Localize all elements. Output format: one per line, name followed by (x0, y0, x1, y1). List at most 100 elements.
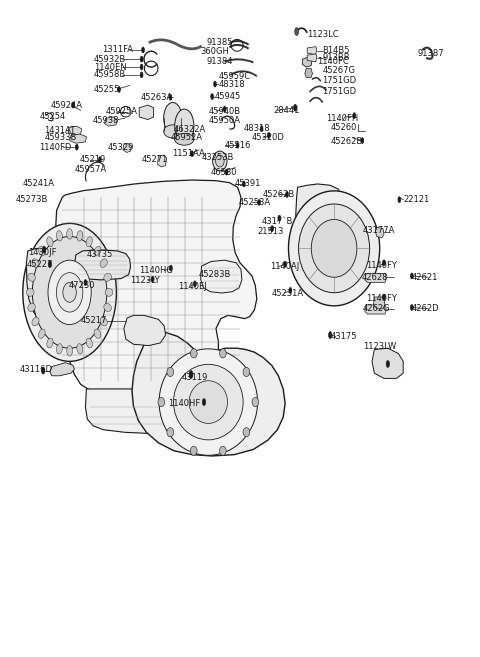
Polygon shape (365, 305, 386, 314)
Text: 1751GD: 1751GD (323, 87, 357, 97)
Ellipse shape (28, 273, 36, 281)
Text: 1751GD: 1751GD (323, 76, 357, 85)
Polygon shape (26, 248, 62, 332)
Polygon shape (372, 348, 403, 378)
Ellipse shape (328, 332, 332, 338)
Ellipse shape (32, 259, 39, 267)
Ellipse shape (38, 329, 45, 338)
Ellipse shape (271, 226, 274, 232)
Polygon shape (296, 184, 343, 290)
Polygon shape (50, 363, 74, 376)
Text: 45219: 45219 (80, 155, 106, 164)
Ellipse shape (38, 246, 45, 256)
Polygon shape (139, 105, 154, 120)
Text: 1311FA: 1311FA (102, 45, 133, 55)
Text: 1151AA: 1151AA (172, 149, 204, 158)
Ellipse shape (86, 237, 93, 246)
Ellipse shape (28, 304, 36, 311)
Ellipse shape (175, 133, 194, 145)
Ellipse shape (48, 261, 51, 267)
Text: 43175: 43175 (330, 332, 357, 341)
Text: 45283B: 45283B (199, 270, 231, 279)
Text: 45262B: 45262B (263, 190, 295, 199)
Ellipse shape (47, 237, 53, 246)
Text: 45262B: 45262B (330, 137, 362, 146)
Text: 45273B: 45273B (15, 195, 48, 204)
Ellipse shape (23, 223, 117, 361)
Text: 45945: 45945 (215, 92, 241, 101)
Ellipse shape (410, 273, 413, 279)
Ellipse shape (236, 143, 239, 148)
Polygon shape (201, 260, 242, 293)
Text: 45391: 45391 (234, 179, 261, 189)
Text: 43177A: 43177A (363, 226, 395, 235)
Text: 22121: 22121 (403, 195, 430, 204)
Ellipse shape (94, 246, 101, 256)
Ellipse shape (243, 367, 250, 376)
Ellipse shape (72, 102, 74, 108)
Text: 45933B: 45933B (44, 133, 76, 143)
Polygon shape (85, 389, 228, 434)
Text: 1123LY: 1123LY (131, 276, 160, 285)
Ellipse shape (258, 200, 261, 206)
Text: 45940B: 45940B (208, 106, 240, 116)
Ellipse shape (164, 125, 182, 138)
Ellipse shape (67, 346, 72, 356)
Ellipse shape (77, 231, 83, 241)
Ellipse shape (48, 260, 91, 325)
Ellipse shape (189, 371, 193, 378)
Ellipse shape (84, 280, 87, 286)
Ellipse shape (142, 47, 144, 53)
Ellipse shape (32, 317, 39, 326)
Ellipse shape (289, 288, 292, 293)
Ellipse shape (288, 191, 380, 306)
Ellipse shape (100, 259, 108, 267)
Text: 1140FH: 1140FH (326, 114, 359, 123)
Text: 45227: 45227 (27, 260, 53, 269)
Ellipse shape (203, 399, 205, 405)
Ellipse shape (158, 397, 165, 407)
Polygon shape (157, 155, 167, 167)
Ellipse shape (26, 288, 34, 296)
Ellipse shape (151, 277, 154, 283)
Polygon shape (68, 126, 82, 135)
Ellipse shape (398, 197, 401, 203)
Text: 4262G: 4262G (363, 304, 391, 313)
Ellipse shape (100, 317, 108, 326)
Text: 45231A: 45231A (272, 288, 304, 298)
Text: 45938: 45938 (93, 116, 120, 125)
Text: 42628: 42628 (362, 273, 388, 282)
Ellipse shape (214, 81, 216, 87)
Ellipse shape (252, 397, 259, 407)
Text: 1123LW: 1123LW (363, 342, 396, 351)
Text: 1140EJ: 1140EJ (178, 282, 206, 291)
Polygon shape (375, 227, 384, 238)
Ellipse shape (167, 367, 174, 376)
Text: 45254: 45254 (39, 112, 66, 122)
Ellipse shape (353, 113, 356, 119)
Ellipse shape (260, 125, 263, 131)
Text: 48318: 48318 (218, 79, 245, 89)
Ellipse shape (361, 138, 364, 144)
Ellipse shape (57, 344, 62, 354)
Text: B14B5: B14B5 (323, 46, 350, 55)
Text: 42621: 42621 (412, 273, 438, 282)
Text: 91384: 91384 (206, 57, 233, 66)
Ellipse shape (169, 95, 172, 101)
Ellipse shape (219, 446, 226, 455)
Text: 91385: 91385 (206, 38, 233, 47)
Ellipse shape (211, 94, 214, 100)
Text: 91387: 91387 (418, 49, 444, 58)
Ellipse shape (410, 305, 413, 311)
Ellipse shape (77, 344, 83, 354)
Text: 1140HG: 1140HG (139, 266, 173, 275)
Text: 1140AJ: 1140AJ (270, 262, 299, 271)
Text: 913BB: 913BB (323, 53, 350, 62)
Text: 360GH: 360GH (201, 47, 229, 57)
Polygon shape (307, 54, 317, 62)
Polygon shape (305, 68, 312, 78)
Text: 45516: 45516 (225, 141, 251, 150)
Text: 48318: 48318 (244, 124, 270, 133)
Ellipse shape (225, 170, 228, 175)
Text: 1431AT: 1431AT (44, 125, 75, 135)
